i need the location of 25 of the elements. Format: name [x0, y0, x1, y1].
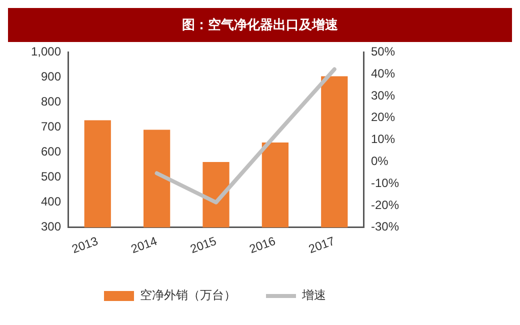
y2-tick-label: 50%	[370, 44, 396, 59]
y2-tick-label: -30%	[370, 220, 400, 234]
y-tick-label: 600	[41, 144, 62, 159]
y2-tick-label: -10%	[370, 176, 400, 190]
chart-title: 图：空气净化器出口及增速	[8, 8, 512, 42]
y-tick-label: 800	[41, 94, 62, 109]
y2-tick-label: 0%	[370, 154, 389, 168]
x-tick-label: 2013	[70, 234, 100, 256]
y-tick-label: 700	[41, 120, 62, 134]
y-tick-label: 400	[41, 194, 62, 209]
x-tick-label: 2015	[188, 234, 218, 256]
y2-tick-label: 10%	[370, 132, 396, 146]
y2-tick-label: 30%	[370, 88, 396, 102]
x-tick-label: 2014	[129, 234, 160, 256]
y2-tick-label: 20%	[370, 110, 396, 124]
y2-tick-label: 40%	[370, 66, 396, 80]
legend-label: 空净外销（万台）	[140, 288, 236, 302]
y-tick-label: 500	[41, 170, 62, 184]
y2-tick-label: -20%	[370, 198, 400, 212]
x-tick-label: 2017	[306, 234, 337, 256]
y-tick-label: 300	[41, 220, 62, 234]
x-tick-label: 2016	[248, 234, 278, 256]
y-tick-label: 900	[41, 70, 62, 84]
legend-label: 增速	[301, 288, 326, 302]
y-tick-label: 1,000	[31, 44, 62, 59]
